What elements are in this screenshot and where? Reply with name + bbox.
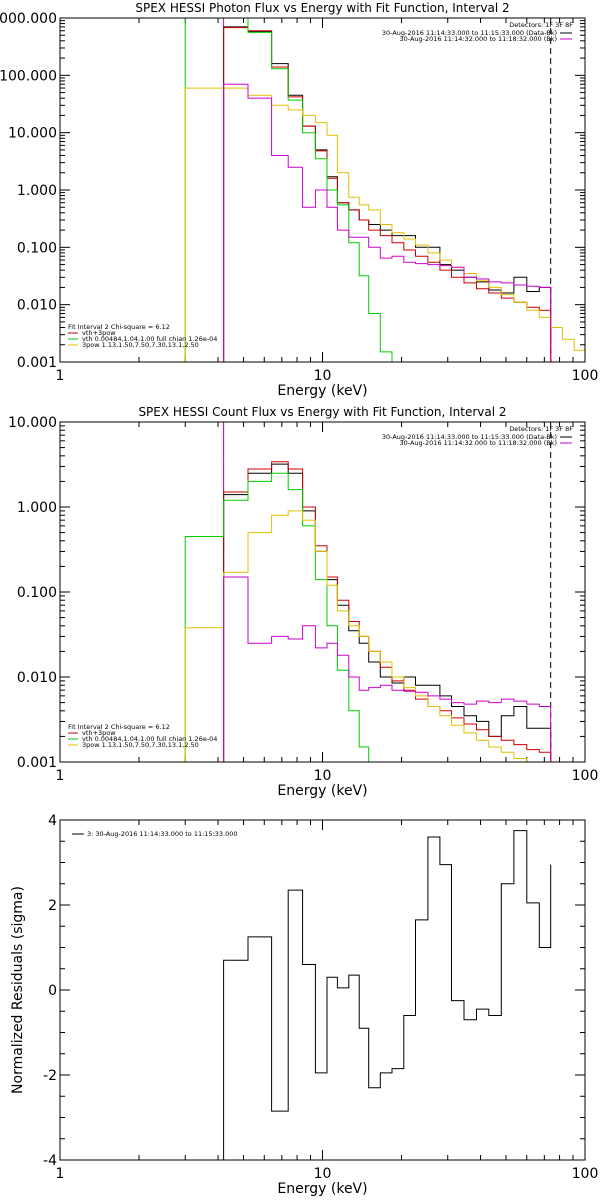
y-tick-label: 0.001 [17,355,57,371]
legend-header: Detectors: 1F 3F 8F [509,21,573,29]
x-tick-label: 100 [572,768,599,784]
y-tick-label: 100.000 [0,68,57,84]
y-tick-label: 10.000 [8,126,57,142]
legend-entry-text: 3: 30-Aug-2016 11:14:33.000 to 11:15:33.… [87,830,238,838]
series-line [184,18,393,362]
x-tick-label: 100 [572,1166,599,1182]
legend-entry-text: 30-Aug-2016 11:14:32.000 to 11:18:32.000… [400,439,557,447]
y-tick-label: 0.010 [17,670,57,686]
series-line [184,510,540,762]
series-line [223,461,552,762]
y-tick-label: 0.010 [17,298,57,314]
y-tick-label: 0 [48,983,57,999]
plot-area [184,18,585,362]
x-tick-label: 10 [314,768,332,784]
fit-legend-header: Fit Interval 2 Chi-square = 6.12 [68,323,170,331]
x-tick-label: 10 [314,368,332,384]
y-axis-label: Normalized Residuals (sigma) [10,886,26,1094]
fit-legend-entry: vth 0.00484,1.04,1.00 full chian 1.26e-0… [82,735,217,743]
series-line [184,472,370,762]
y-tick-label: 4 [48,813,57,829]
x-tick-label: 1 [56,368,65,384]
y-tick-label: 2 [48,898,57,914]
legend-header: Detectors: 1F 3F 8F [509,425,573,433]
x-tick-label: 1 [56,1166,65,1182]
x-axis-label: Energy (keV) [277,1181,367,1197]
y-tick-label: 0.001 [17,755,57,771]
series-line [223,830,552,1160]
series-line [223,27,552,362]
y-tick-label: 10.000 [8,415,57,431]
chart-panel-2: SPEX HESSI Count Flux vs Energy with Fit… [8,405,598,799]
x-tick-label: 10 [314,1166,332,1182]
series-line [184,87,585,362]
chart-title: SPEX HESSI Photon Flux vs Energy with Fi… [135,1,509,15]
fit-legend-entry: vth+3pow [82,729,116,737]
x-tick-label: 100 [572,368,599,384]
y-tick-label: -2 [43,1068,57,1084]
fit-legend-entry: vth+3pow [82,329,116,337]
y-tick-label: 1.000 [17,183,57,199]
y-tick-label: 0.100 [17,240,57,256]
x-axis-label: Energy (keV) [277,783,367,799]
y-tick-label: 1.000 [17,500,57,516]
plot-frame [59,421,586,763]
x-axis-label: Energy (keV) [277,383,367,399]
fit-legend-entry: 3pow 1.13,1.50,7.50,7.30,13.1,2.50 [82,741,199,749]
series-line [223,576,552,762]
chart-title: SPEX HESSI Count Flux vs Energy with Fit… [138,405,506,419]
series-line [223,26,552,362]
plot-area [223,830,552,1160]
series-line [223,83,552,362]
chart-panel-3: 1 10 100 -4 -2 0 2 4 Energy (keV) Normalized Resi… [10,813,598,1197]
fit-legend-entry: vth 0.00484,1.04,1.00 full chian 1.26e-0… [82,335,217,343]
plot-frame [59,17,586,363]
fit-legend-header: Fit Interval 2 Chi-square = 6.12 [68,723,170,731]
series-line [223,463,552,762]
y-tick-label: -4 [43,1153,57,1169]
legend-entry-text: 30-Aug-2016 11:14:33.000 to 11:15:33.000… [382,29,557,37]
legend-entry-text: 30-Aug-2016 11:14:33.000 to 11:15:33.000… [382,433,557,441]
legend-entry-text: 30-Aug-2016 11:14:32.000 to 11:18:32.000… [400,35,557,43]
fit-legend-entry: 3pow 1.13,1.50,7.50,7.30,13.1,2.50 [82,341,199,349]
plot-area [184,461,552,762]
chart-panel-1: SPEX HESSI Photon Flux vs Energy with Fi… [0,1,598,399]
y-tick-label: 0.100 [17,585,57,601]
plot-frame [59,819,586,1161]
x-tick-label: 1 [56,768,65,784]
